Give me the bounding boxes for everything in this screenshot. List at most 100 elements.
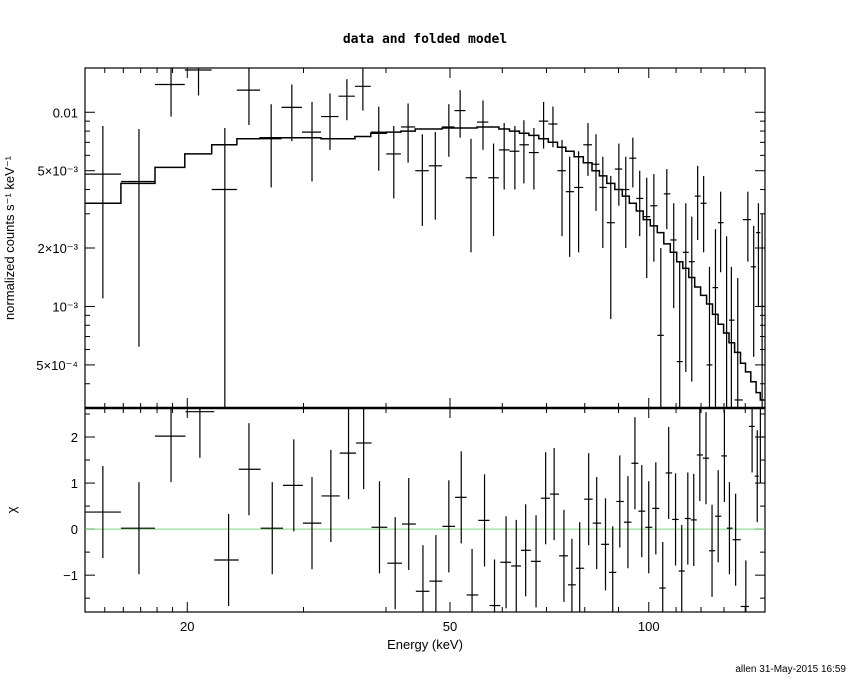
residual-point xyxy=(540,452,550,545)
residual-point xyxy=(214,513,239,607)
residual-point xyxy=(709,504,716,597)
data-point xyxy=(643,177,651,279)
residual-point xyxy=(442,480,456,573)
residual-point xyxy=(609,526,617,612)
data-point xyxy=(477,100,489,150)
chart-title: data and folded model xyxy=(343,32,507,47)
data-point xyxy=(281,84,302,142)
data-point xyxy=(236,68,261,125)
residual-point xyxy=(321,449,340,543)
residual-point xyxy=(85,466,121,559)
bottom-frame xyxy=(84,407,766,613)
residual-point xyxy=(575,522,585,612)
data-point xyxy=(354,68,371,111)
residual-point xyxy=(740,560,749,612)
data-point xyxy=(614,143,623,206)
x-axis-label: Energy (keV) xyxy=(387,637,463,652)
residual-point xyxy=(283,439,303,532)
data-point xyxy=(682,203,689,372)
data-point xyxy=(750,225,757,357)
residual-point xyxy=(500,516,512,609)
x-tick-label: 100 xyxy=(638,619,660,634)
residual-point xyxy=(758,408,765,484)
data-point xyxy=(428,132,443,220)
residual-point xyxy=(429,535,443,612)
residual-point xyxy=(559,509,568,602)
data-point xyxy=(442,104,455,157)
data-point xyxy=(606,175,615,320)
data-point xyxy=(657,247,664,408)
data-point xyxy=(676,261,683,408)
data-point xyxy=(498,123,510,190)
y-tick-label: 0 xyxy=(71,522,78,537)
data-point xyxy=(756,203,761,307)
residual-point xyxy=(631,417,639,510)
data-point xyxy=(557,139,566,237)
residual-point xyxy=(672,473,679,566)
data-point xyxy=(728,266,735,408)
residual-point xyxy=(665,426,673,519)
data-point xyxy=(509,125,520,190)
data-point xyxy=(670,203,677,309)
data-point xyxy=(574,151,584,253)
residual-point xyxy=(155,408,186,483)
data-point xyxy=(742,191,751,262)
residual-point xyxy=(678,524,685,612)
data-point xyxy=(723,236,729,408)
residual-point xyxy=(302,477,322,570)
data-point xyxy=(338,79,355,121)
data-point xyxy=(591,134,600,212)
y-tick-label: 5×10⁻³ xyxy=(38,164,79,179)
x-tick-label: 50 xyxy=(443,619,457,634)
data-point xyxy=(694,165,701,240)
y-tick-label: 2×10⁻³ xyxy=(38,241,79,256)
data-point xyxy=(465,138,478,253)
y-tick-label: 2 xyxy=(71,430,78,445)
top-panel: 0.01 5×10⁻³ 2×10⁻³ 10⁻³ 5×10⁻⁴ xyxy=(36,67,766,612)
data-point xyxy=(706,266,713,408)
y-axis-label-bottom: χ xyxy=(4,506,19,513)
data-point xyxy=(700,175,707,253)
data-point xyxy=(155,68,185,117)
residual-point xyxy=(748,408,755,473)
data-point xyxy=(663,169,671,230)
residual-point xyxy=(339,408,357,500)
residual-point xyxy=(120,482,156,575)
residual-point xyxy=(356,408,372,490)
residual-point xyxy=(530,515,541,608)
residual-point xyxy=(511,519,521,612)
residual-point xyxy=(401,477,416,571)
residual-point xyxy=(371,481,388,574)
data-point xyxy=(538,101,549,149)
data-point xyxy=(548,106,558,148)
data-point xyxy=(734,278,743,408)
data-point xyxy=(120,128,156,347)
data-point xyxy=(688,216,695,382)
residual-point xyxy=(238,423,261,516)
residual-point xyxy=(260,482,284,575)
x-tick-label: 20 xyxy=(180,619,194,634)
residual-point xyxy=(645,481,653,574)
residual-point xyxy=(478,474,490,567)
data-point xyxy=(386,125,401,199)
residual-point xyxy=(732,493,741,586)
residual-point xyxy=(754,430,759,523)
residual-point xyxy=(387,517,402,610)
residual-point xyxy=(690,473,697,566)
residual-point xyxy=(721,409,727,502)
data-point xyxy=(583,123,592,176)
residual-point xyxy=(684,472,691,565)
data-point xyxy=(712,229,719,408)
y-tick-label: 10⁻³ xyxy=(52,299,78,314)
residual-point xyxy=(638,465,646,558)
residual-point xyxy=(623,476,632,569)
y-tick-label: 0.01 xyxy=(53,105,78,120)
data-point xyxy=(260,104,282,188)
top-frame xyxy=(84,67,766,409)
data-point xyxy=(565,156,575,257)
data-point xyxy=(519,120,529,184)
residual-point xyxy=(466,548,479,612)
residual-panel: 20 50 100 2 1 0 −1 xyxy=(63,407,766,634)
data-point xyxy=(488,143,499,237)
